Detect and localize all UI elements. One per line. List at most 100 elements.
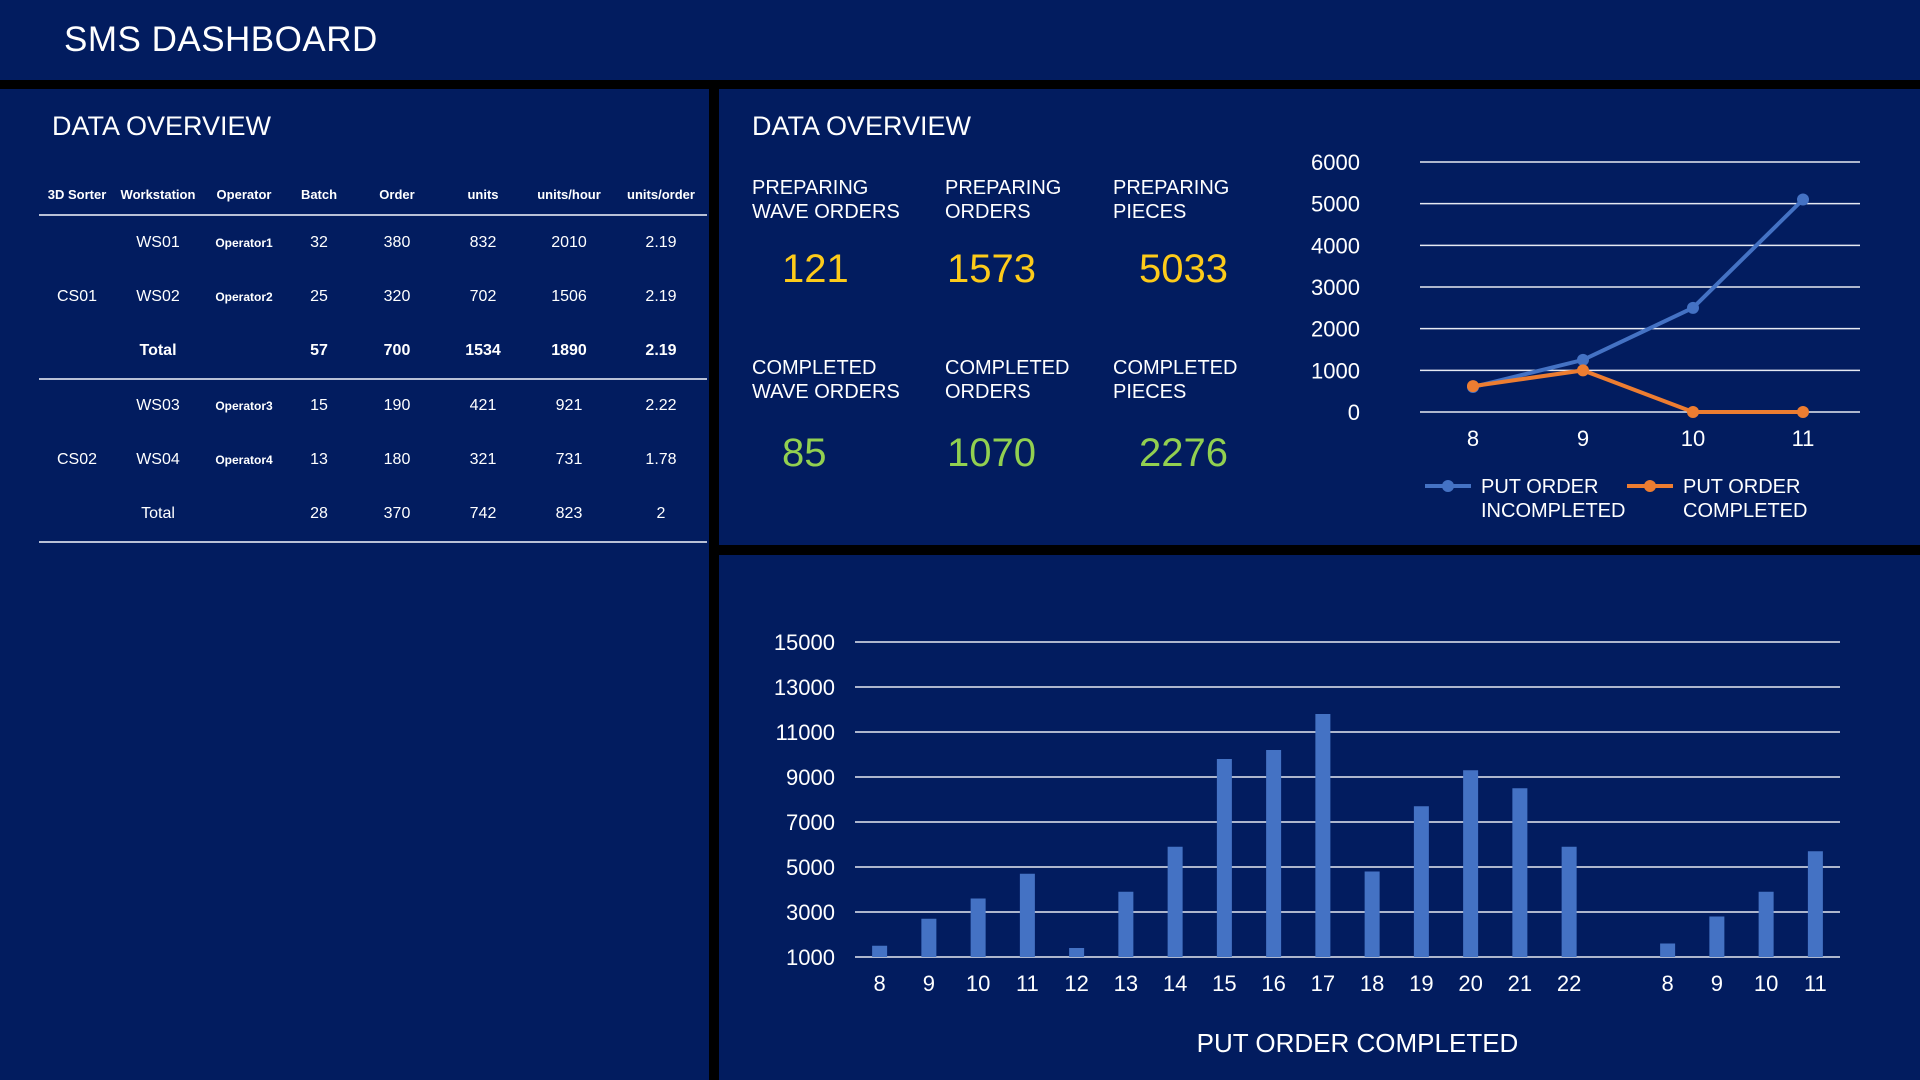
bar xyxy=(1315,714,1331,957)
x-tick-label: 16 xyxy=(1261,971,1285,996)
x-tick-label: 20 xyxy=(1458,971,1482,996)
table-row-total: Total 57 700 1534 1890 2.19 xyxy=(39,324,707,380)
kpi-label-preparing-orders: PREPARING ORDERS xyxy=(945,177,1062,223)
table-cell xyxy=(201,324,287,380)
table-header-row: 3D Sorter Workstation Operator Batch Ord… xyxy=(39,175,707,216)
table-cell: 823 xyxy=(523,487,615,543)
x-tick-label: 8 xyxy=(1662,971,1674,996)
x-tick-label: 10 xyxy=(1754,971,1778,996)
data-point xyxy=(1577,353,1589,366)
table-cell: 2.19 xyxy=(645,233,677,251)
x-tick-label: 21 xyxy=(1508,971,1532,996)
y-tick-label: 15000 xyxy=(774,630,835,655)
series-line xyxy=(1472,368,1803,414)
bar xyxy=(1709,916,1725,957)
table-cell: 380 xyxy=(383,233,411,251)
x-tick-label: 15 xyxy=(1212,971,1236,996)
y-tick-label: 5000 xyxy=(786,855,835,880)
table-cell: 2010 xyxy=(551,233,587,251)
x-tick-label: 14 xyxy=(1163,971,1187,996)
table-cell: Total xyxy=(115,324,201,380)
x-tick-label: 12 xyxy=(1064,971,1088,996)
data-point xyxy=(1687,406,1699,418)
kpi-value-completed-orders: 1070 xyxy=(947,431,1036,475)
table-cell: 2.19 xyxy=(645,287,677,305)
y-tick-label: 0 xyxy=(1348,400,1360,425)
y-tick-label: 13000 xyxy=(774,675,835,700)
table-cell: Operator4 xyxy=(215,453,273,468)
bar xyxy=(1216,759,1232,957)
table-cell: 2.19 xyxy=(615,324,707,380)
x-tick-label: 8 xyxy=(1467,426,1479,451)
table-row: CS02 WS04 Operator4 13 180 321 731 1.78 xyxy=(39,433,707,488)
divider-right xyxy=(719,545,1920,555)
table-cell: 1534 xyxy=(443,324,523,380)
table-cell: 370 xyxy=(351,487,443,543)
kpi-label-completed-wave-orders: COMPLETED WAVE ORDERS xyxy=(752,357,900,403)
data-point xyxy=(1687,301,1699,314)
kpi-value-completed-wave-orders: 85 xyxy=(782,431,827,475)
x-tick-label: 11 xyxy=(1016,971,1039,996)
x-tick-label: 9 xyxy=(1577,426,1589,451)
bar xyxy=(1266,750,1282,957)
kpi-panel: DATA OVERVIEW PREPARING WAVE ORDERS PREP… xyxy=(719,89,1920,545)
operations-table: 3D Sorter Workstation Operator Batch Ord… xyxy=(39,175,707,543)
y-tick-label: 5000 xyxy=(1311,192,1360,217)
bar xyxy=(1069,948,1085,957)
table-cell: 702 xyxy=(469,287,497,305)
y-tick-label: 4000 xyxy=(1311,233,1360,258)
column-header: 3D Sorter xyxy=(39,175,115,216)
x-tick-label: 19 xyxy=(1409,971,1433,996)
table-cell: 180 xyxy=(383,451,411,469)
bar xyxy=(872,945,888,957)
bar xyxy=(921,918,937,957)
table-cell: 57 xyxy=(287,324,351,380)
bar xyxy=(970,898,986,957)
kpi-panel-title: DATA OVERVIEW xyxy=(752,111,972,141)
bar xyxy=(1019,873,1035,957)
data-point xyxy=(1467,380,1479,393)
column-header: Workstation xyxy=(115,175,201,216)
table-cell xyxy=(39,324,115,380)
kpi-label-preparing-pieces: PREPARING PIECES xyxy=(1113,177,1230,223)
bar xyxy=(1561,846,1577,957)
data-point xyxy=(1577,364,1589,377)
table-cell: 321 xyxy=(469,451,497,469)
y-tick-label: 9000 xyxy=(786,765,835,790)
table-cell: 832 xyxy=(469,233,497,251)
table-row: WS03 Operator3 15 190 421 921 2.22 xyxy=(39,379,707,434)
table-cell: WS03 xyxy=(136,397,180,415)
legend-label: COMPLETED xyxy=(1683,500,1807,522)
y-tick-label: 3000 xyxy=(1311,275,1360,300)
bar xyxy=(1463,770,1479,957)
kpi-value-preparing-orders: 1573 xyxy=(947,247,1036,291)
table-cell: CS02 xyxy=(56,451,98,469)
y-tick-label: 3000 xyxy=(786,900,835,925)
dashboard-title: SMS DASHBOARD xyxy=(64,20,378,59)
kpi-value-preparing-pieces: 5033 xyxy=(1139,247,1228,291)
table-cell: WS01 xyxy=(136,233,180,251)
table-row: WS01 Operator1 32 380 832 2010 2.19 xyxy=(39,215,707,270)
table-row-total: Total 28 370 742 823 2 xyxy=(39,487,707,543)
table-cell: 921 xyxy=(555,397,583,415)
table-cell: 731 xyxy=(555,451,583,469)
table-cell: Operator3 xyxy=(215,399,273,414)
table-row: CS01 WS02 Operator2 25 320 702 1506 2.19 xyxy=(39,270,707,325)
x-tick-label: 8 xyxy=(874,971,886,996)
bar xyxy=(1758,891,1774,957)
put-order-line-chart: 0 1000 2000 3000 4000 5000 6000 8 9 10 11 PUT ORDER… xyxy=(1311,150,1860,522)
x-tick-label: 18 xyxy=(1360,971,1384,996)
put-order-bar-chart: 1000 3000 5000 7000 9000 11000 13000 15000 8 9 10 1… xyxy=(774,630,1840,1058)
data-point xyxy=(1797,406,1809,418)
table-cell: 1506 xyxy=(551,287,587,305)
table-cell: 421 xyxy=(469,397,497,415)
bar xyxy=(1167,846,1183,957)
table-cell: 190 xyxy=(383,397,411,415)
x-tick-label: 9 xyxy=(923,971,935,996)
kpi-value-preparing-wave-orders: 121 xyxy=(782,247,849,291)
bar xyxy=(1660,943,1676,957)
table-cell: 700 xyxy=(351,324,443,380)
x-tick-label: 17 xyxy=(1311,971,1335,996)
x-tick-label: 13 xyxy=(1114,971,1138,996)
divider-vertical xyxy=(709,89,719,1080)
